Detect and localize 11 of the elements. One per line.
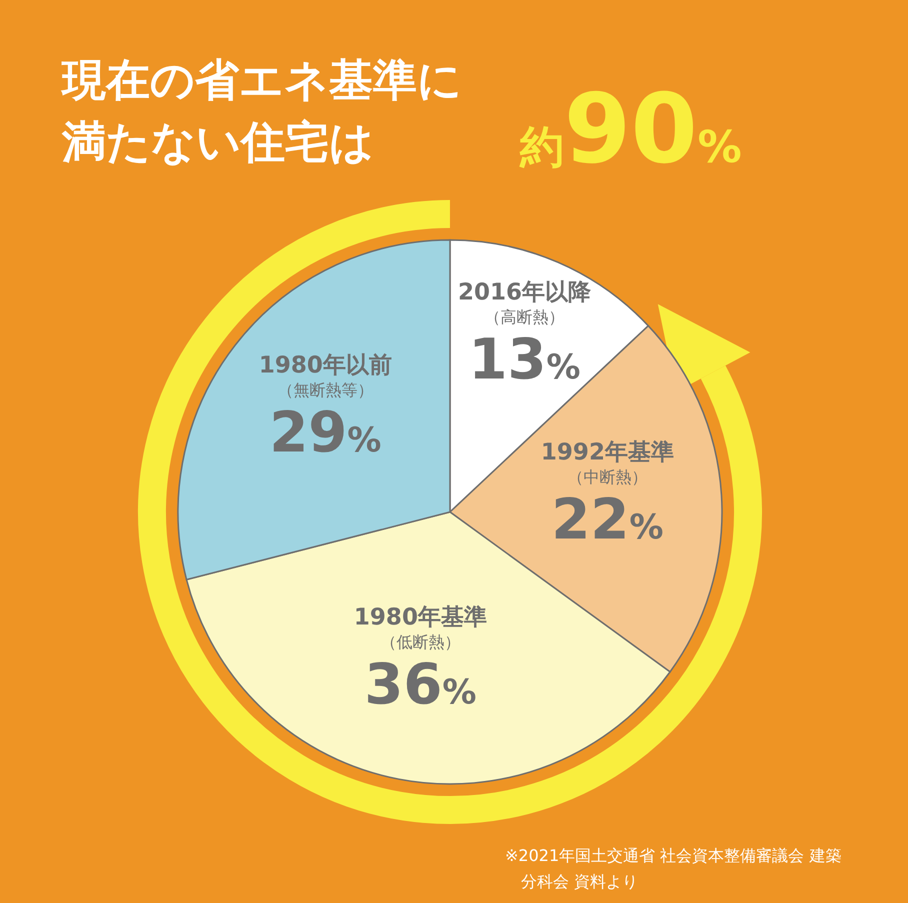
data-label: 29% — [269, 400, 382, 466]
slice-label: 1980年以前（無断熱等） — [258, 352, 392, 401]
chart-subtitle: 約90% — [520, 73, 742, 185]
data-label: 13% — [468, 328, 581, 393]
data-label: 22% — [551, 488, 664, 553]
slice-label: 1992年基準（中断熱） — [540, 438, 674, 488]
chart-title: 現在の省エネ基準に満たない住宅は — [62, 54, 463, 170]
slice-label: 2016年以降（高断熱） — [458, 278, 592, 328]
slice-label: 1980年基準（低断熱） — [354, 603, 487, 652]
text: ※2021年国土交通省 社会資本整備審議会 建築分科会 資料より — [505, 845, 842, 893]
data-label: 36% — [364, 652, 476, 718]
